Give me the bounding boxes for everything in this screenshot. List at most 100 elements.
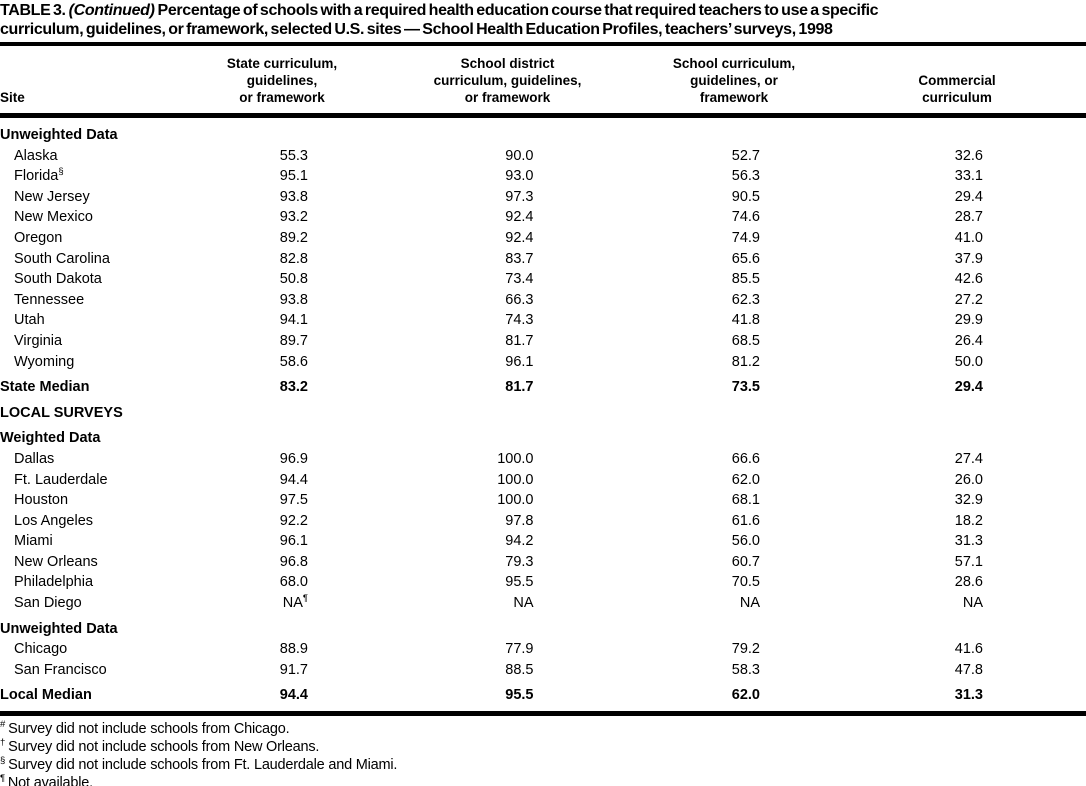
value-cell <box>902 428 1086 449</box>
value: NA <box>962 595 983 612</box>
site-cell: Oregon <box>0 228 170 249</box>
value: 26.0 <box>954 471 983 488</box>
value-cell: 56.0 <box>621 531 847 552</box>
value-cell: 29.4 <box>847 377 1067 398</box>
site-cell: LOCAL SURVEYS <box>0 403 335 424</box>
value-cell: 73.5 <box>621 377 847 398</box>
value-cell: 77.9 <box>394 639 621 660</box>
site-label: Florida§ <box>14 166 64 185</box>
table-row: Local Median 94.4 95.5 62.0 31.3 <box>0 685 1086 706</box>
value: 55.3 <box>279 147 308 164</box>
table-row: San Diego NA¶ NA NA NA <box>0 593 1086 614</box>
value-cell <box>902 125 1086 146</box>
value: 29.4 <box>954 379 983 396</box>
value-cell: 97.5 <box>170 490 394 511</box>
site-label: Oregon <box>14 229 63 246</box>
table-row: New Mexico 93.2 92.4 74.6 28.7 <box>0 207 1086 228</box>
value-cell: 55.3 <box>170 146 394 167</box>
value: 92.4 <box>505 229 534 246</box>
value-cell: 96.1 <box>170 531 394 552</box>
site-cell: San Diego <box>0 593 170 614</box>
value: 73.5 <box>731 379 760 396</box>
site-cell: Dallas <box>0 449 170 470</box>
value-cell <box>522 403 712 424</box>
value: 74.9 <box>731 229 760 246</box>
footnote-line: ¶ Not available. <box>0 774 1086 786</box>
value: 97.8 <box>505 512 534 529</box>
site-label: Wyoming <box>14 353 75 370</box>
value: 83.7 <box>505 250 534 267</box>
value-cell: 41.8 <box>621 310 847 331</box>
site-label: State Median <box>0 379 90 396</box>
value-cell: 82.8 <box>170 249 394 270</box>
site-label: Dallas <box>14 450 55 467</box>
value: 92.4 <box>505 209 534 226</box>
value: 56.0 <box>731 533 760 550</box>
site-label: Local Median <box>0 687 92 704</box>
site-label: Los Angeles <box>14 512 94 529</box>
value-cell: 74.9 <box>621 228 847 249</box>
value-cell: 65.6 <box>621 249 847 270</box>
value-cell: NA <box>394 593 621 614</box>
value-cell: 68.1 <box>621 490 847 511</box>
value: 91.7 <box>279 661 308 678</box>
footnote-marker: ¶ <box>0 773 5 785</box>
value-cell: 50.0 <box>847 352 1067 373</box>
table-row: Ft. Lauderdale 94.4 100.0 62.0 26.0 <box>0 470 1086 491</box>
value-cell: 47.8 <box>847 660 1067 681</box>
value-cell: 81.7 <box>394 331 621 352</box>
value: 73.4 <box>505 271 534 288</box>
value: 32.6 <box>954 147 983 164</box>
table-row: San Francisco 91.7 88.5 58.3 47.8 <box>0 660 1086 681</box>
value: 28.6 <box>954 574 983 591</box>
value: 74.6 <box>731 209 760 226</box>
value-cell: 97.3 <box>394 187 621 208</box>
table-row: Houston 97.5 100.0 68.1 32.9 <box>0 490 1086 511</box>
value: 18.2 <box>954 512 983 529</box>
value: 100.0 <box>497 450 534 467</box>
site-label: Chicago <box>14 641 68 658</box>
site-cell: San Francisco <box>0 660 170 681</box>
value: 93.2 <box>279 209 308 226</box>
value-cell: 33.1 <box>847 166 1067 187</box>
table-title: TABLE 3. (Continued) Percentage of schools… <box>0 0 1086 39</box>
value-cell: 89.2 <box>170 228 394 249</box>
footnotes: # Survey did not include schools from Chi… <box>0 716 1086 786</box>
table-row: South Dakota 50.8 73.4 85.5 42.6 <box>0 269 1086 290</box>
value: 94.4 <box>279 687 308 704</box>
footnote-line: § Survey did not include schools from Ft.… <box>0 756 1086 774</box>
value-cell: 28.6 <box>847 572 1067 593</box>
value-cell: 62.3 <box>621 290 847 311</box>
value-cell: 93.8 <box>170 187 394 208</box>
footnote-text: Not available. <box>7 775 93 786</box>
value: 41.6 <box>954 641 983 658</box>
site-label: South Carolina <box>14 250 110 267</box>
value-cell: 57.1 <box>847 552 1067 573</box>
value: 27.4 <box>954 450 983 467</box>
value-cell: 90.5 <box>621 187 847 208</box>
site-cell: Weighted Data <box>0 428 335 449</box>
column-header-site: Site <box>0 90 25 105</box>
footnote-marker: † <box>0 737 6 749</box>
value-cell: 62.0 <box>621 470 847 491</box>
value: 83.2 <box>279 379 308 396</box>
value: 96.8 <box>279 553 308 570</box>
value-cell: 100.0 <box>394 470 621 491</box>
value: 50.8 <box>279 271 308 288</box>
value: 95.1 <box>279 168 308 185</box>
value: 90.5 <box>731 188 760 205</box>
value: 47.8 <box>954 661 983 678</box>
value-cell: 88.5 <box>394 660 621 681</box>
value-cell: 95.1 <box>170 166 394 187</box>
value: 56.3 <box>731 168 760 185</box>
site-label: Tennessee <box>14 291 85 308</box>
title-divider <box>0 42 1086 46</box>
site-label: Unweighted Data <box>0 127 118 143</box>
value-cell: 56.3 <box>621 166 847 187</box>
value: 62.0 <box>731 687 760 704</box>
value: 31.3 <box>954 687 983 704</box>
value-cell: 88.9 <box>170 639 394 660</box>
value-cell: 32.9 <box>847 490 1067 511</box>
value-cell: 70.5 <box>621 572 847 593</box>
site-cell: New Jersey <box>0 187 170 208</box>
